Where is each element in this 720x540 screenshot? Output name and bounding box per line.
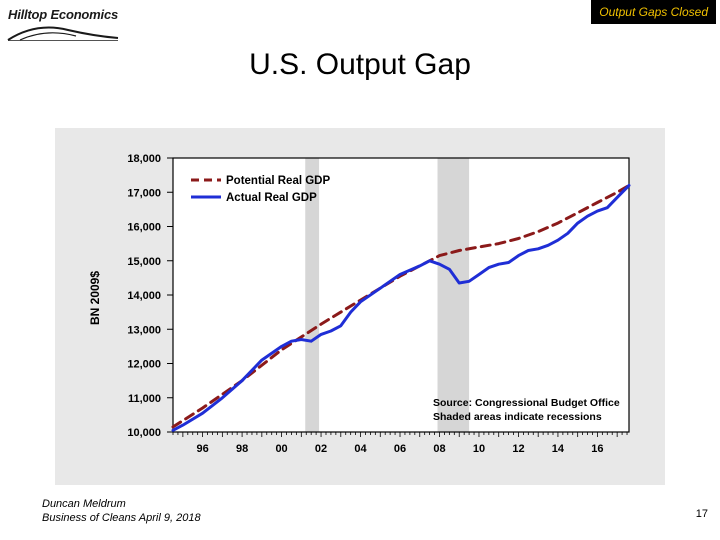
x-tick-label-5: 06 [394,443,406,455]
recession-bands [305,158,470,432]
x-tick-label-0: 96 [196,443,208,455]
hill-logo-icon [7,26,119,41]
axis-ticks: 10,000 11,000 12,000 13,000 14,000 15,000 16,0… [127,153,628,455]
x-tick-label-7: 10 [473,443,485,455]
y-axis-label: BN 2009$ [88,271,102,325]
legend-label-1: Actual Real GDP [226,192,317,204]
recession-band-1 [437,158,470,432]
output-gap-chart: 10,000 11,000 12,000 13,000 14,000 15,000 16,0… [55,128,665,485]
footer: Duncan Meldrum Business of Cleans April … [42,497,201,525]
x-tick-label-10: 16 [591,443,603,455]
y-tick-label-3: 13,000 [127,324,161,336]
x-tick-label-8: 12 [512,443,524,455]
x-tick-label-1: 98 [236,443,248,455]
event-info: Business of Cleans April 9, 2018 [42,512,201,524]
annotation-source: Source: Congressional Budget Office [433,397,620,409]
recession-band-0 [305,158,320,432]
y-tick-label-1: 11,000 [128,393,161,405]
y-tick-label-2: 12,000 [127,359,161,371]
chart-canvas: 10,000 11,000 12,000 13,000 14,000 15,000 16,0… [55,128,665,485]
y-tick-label-0: 10,000 [127,427,161,439]
series-line-1 [171,183,631,432]
annotation-recessions: Shaded areas indicate recessions [433,411,602,423]
section-badge: Output Gaps Closed [591,0,716,24]
series-line-0 [171,183,631,429]
legend-label-0: Potential Real GDP [226,175,330,187]
x-tick-label-6: 08 [433,443,445,455]
y-tick-label-4: 14,000 [127,290,161,302]
x-tick-label-4: 04 [354,443,367,455]
logo-text: Hilltop Economics [8,7,119,22]
y-tick-label-7: 17,000 [127,187,161,199]
x-tick-label-9: 14 [552,443,565,455]
y-tick-label-8: 18,000 [127,153,161,165]
series-lines [171,183,631,432]
author-name: Duncan Meldrum [42,498,126,510]
company-logo: Hilltop Economics [6,4,122,41]
legend: Potential Real GDP Actual Real GDP [191,175,330,204]
y-tick-label-6: 16,000 [127,222,161,234]
page-number: 17 [695,508,708,520]
y-tick-label-5: 15,000 [127,256,161,268]
plot-background [173,158,629,432]
slide-title: U.S. Output Gap [249,48,471,81]
x-tick-label-2: 00 [275,443,287,455]
x-tick-label-3: 02 [315,443,327,455]
